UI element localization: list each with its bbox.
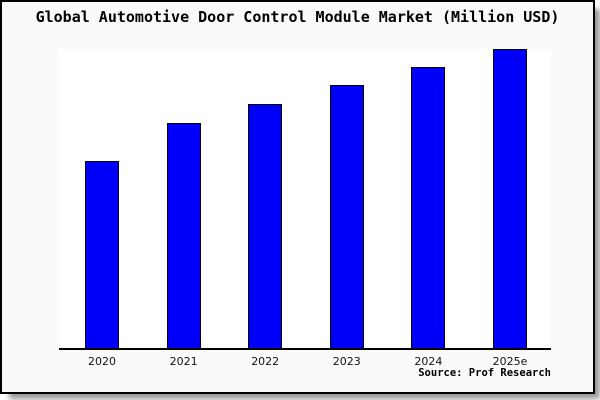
x-tick-label-2025e: 2025e — [492, 355, 528, 368]
x-tick-label-2023: 2023 — [332, 355, 361, 368]
source-credit: Source: Prof Research — [418, 367, 551, 379]
bar-2024 — [411, 67, 446, 348]
x-tick-label-2022: 2022 — [251, 355, 280, 368]
plot-area — [59, 49, 551, 350]
bar-2021 — [166, 123, 201, 348]
x-tick-label-2024: 2024 — [414, 355, 443, 368]
bar-2022 — [248, 104, 283, 348]
bar-2025e — [493, 49, 527, 348]
x-tick-label-2021: 2021 — [169, 355, 198, 368]
bar-2020 — [85, 161, 119, 348]
x-tick-label-2020: 2020 — [88, 355, 116, 368]
chart-panel: Global Automotive Door Control Module Ma… — [0, 0, 595, 394]
bar-2023 — [329, 85, 364, 348]
chart-title: Global Automotive Door Control Module Ma… — [35, 8, 560, 26]
